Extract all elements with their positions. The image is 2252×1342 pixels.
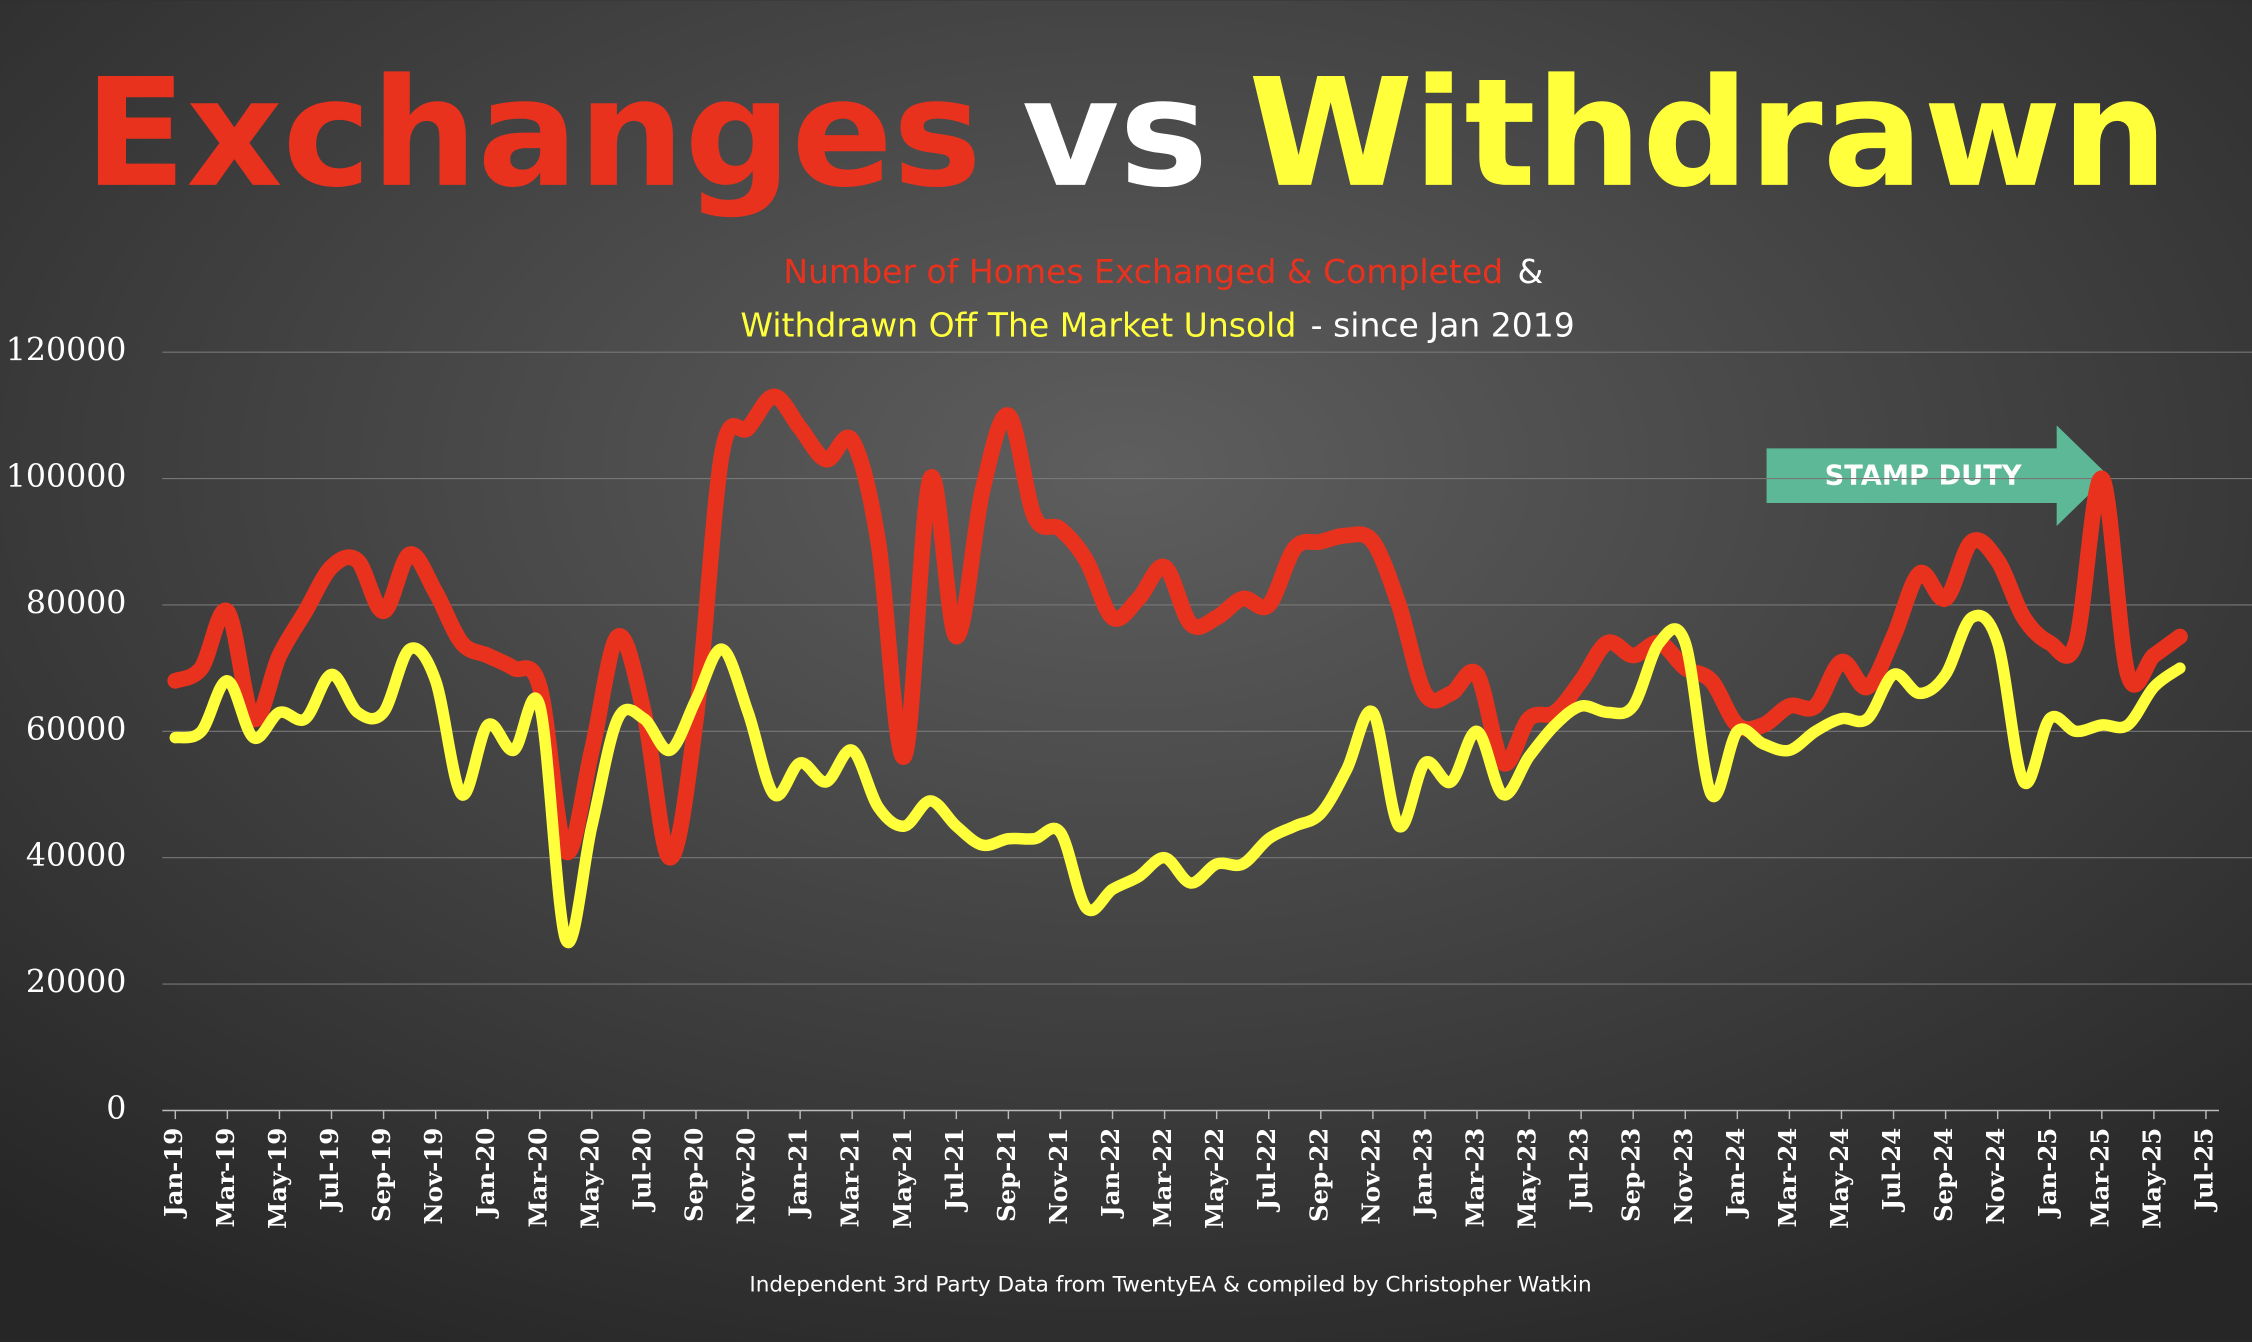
x-tick-label: Mar-23	[1461, 1128, 1490, 1228]
x-tick-label: Jan-22	[1096, 1128, 1125, 1219]
annotation: STAMP DUTY	[1825, 461, 2023, 492]
x-tick-label: Sep-22	[1304, 1128, 1333, 1222]
x-tick-label: Jan-25	[2033, 1128, 2062, 1219]
series-line	[167, 388, 2188, 866]
x-tick-label: Jan-21	[784, 1128, 813, 1219]
x-tick-label: Jul-20	[627, 1128, 656, 1213]
x-tick-label: May-21	[888, 1128, 917, 1229]
y-tick-label: 40000	[26, 838, 126, 874]
x-tick-label: Sep-24	[1929, 1128, 1958, 1222]
x-tick-label: Nov-22	[1356, 1128, 1385, 1225]
y-tick-label: 20000	[26, 965, 126, 1001]
y-tick-label: 60000	[26, 712, 126, 748]
x-tick-label: May-20	[575, 1128, 604, 1229]
x-tick-label: Jul-22	[1252, 1128, 1281, 1213]
x-tick-label: May-23	[1513, 1128, 1542, 1229]
x-tick-label: Nov-24	[1981, 1128, 2010, 1225]
series-line	[169, 609, 2186, 949]
x-tick-label: Mar-25	[2085, 1128, 2114, 1228]
x-tick-label: Jan-24	[1721, 1128, 1750, 1219]
text-part: &	[1518, 252, 1544, 291]
y-tick-label: 0	[106, 1091, 126, 1127]
text-part: Withdrawn Off The Market Unsold	[740, 305, 1296, 344]
text-part: - since Jan 2019	[1311, 305, 1575, 344]
x-tick-label: Nov-23	[1669, 1128, 1698, 1225]
x-tick-label: Sep-19	[367, 1128, 396, 1222]
text-part: vs	[1022, 47, 1208, 221]
x-tick-label: Jan-19	[159, 1128, 188, 1219]
x-tick-label: Mar-22	[1148, 1128, 1177, 1228]
x-tick-label: Sep-21	[992, 1128, 1021, 1222]
x-tick-label: May-24	[1825, 1128, 1854, 1229]
annotation-arrow	[1766, 425, 2109, 526]
x-tick-label: Mar-24	[1773, 1128, 1802, 1228]
x-tick-label: Nov-20	[732, 1128, 761, 1225]
x-tick-label: Sep-20	[679, 1128, 708, 1222]
text-part: Exchanges	[84, 47, 981, 221]
x-tick-label: Nov-21	[1044, 1128, 1073, 1225]
x-tick-label: Jul-21	[940, 1128, 969, 1213]
x-tick-label: May-22	[1200, 1128, 1229, 1229]
x-tick-label: Jan-23	[1408, 1128, 1437, 1219]
x-tick-label: Jan-20	[471, 1128, 500, 1219]
x-tick-label: Jul-23	[1565, 1128, 1594, 1213]
text-part: Number of Homes Exchanged & Completed	[783, 252, 1503, 291]
x-tick-label: Mar-19	[211, 1128, 240, 1228]
subtitle: Number of Homes Exchanged & Completed &	[783, 252, 1543, 291]
x-tick-label: Jul-25	[2189, 1128, 2218, 1213]
x-tick-label: Jul-24	[1877, 1128, 1906, 1213]
chart-title: Exchanges vs Withdrawn	[84, 47, 2168, 221]
y-tick-label: 100000	[6, 459, 127, 495]
x-tick-label: Mar-20	[523, 1128, 552, 1228]
x-tick-label: May-25	[2137, 1128, 2166, 1229]
source-note: Independent 3rd Party Data from TwentyEA…	[749, 1273, 1591, 1298]
y-tick-label: 80000	[26, 585, 126, 621]
subtitle: Withdrawn Off The Market Unsold - since J…	[740, 305, 1574, 344]
x-tick-label: May-19	[263, 1128, 292, 1229]
x-tick-label: Sep-23	[1617, 1128, 1646, 1222]
x-tick-label: Mar-21	[836, 1128, 865, 1228]
x-tick-label: Nov-19	[419, 1128, 448, 1225]
text-part: Withdrawn	[1248, 47, 2167, 221]
y-tick-label: 120000	[6, 333, 127, 369]
x-tick-label: Jul-19	[315, 1128, 344, 1213]
